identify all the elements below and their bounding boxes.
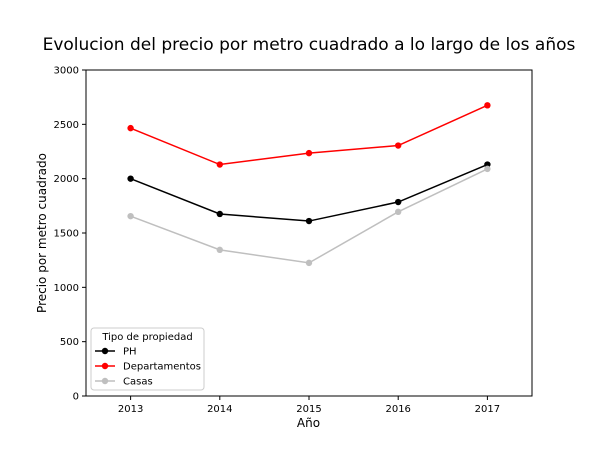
data-point-ph	[127, 175, 134, 182]
x-axis-label: Año	[297, 416, 320, 430]
data-point-ph	[216, 210, 223, 218]
y-tick-label: 0	[73, 392, 79, 403]
data-point-ph	[305, 217, 313, 225]
data-point-departamentos	[216, 161, 223, 168]
data-point-departamentos	[305, 149, 313, 157]
x-tick-label: 2014	[207, 404, 232, 415]
legend: Tipo de propiedad PH Departamentos Casas	[90, 327, 205, 391]
x-tick-label: 2016	[385, 404, 410, 415]
data-point-ph	[395, 198, 402, 206]
legend-marker-casas	[101, 377, 109, 385]
data-point-casas	[127, 212, 134, 220]
data-point-departamentos	[484, 102, 491, 109]
legend-label-departamentos: Departamentos	[123, 362, 201, 373]
y-tick-label: 2000	[54, 174, 79, 185]
y-tick-label: 500	[60, 337, 79, 348]
legend-marker-departamentos	[101, 362, 109, 370]
y-tick-label: 2500	[54, 120, 79, 131]
data-point-casas	[484, 165, 491, 173]
x-tick-label: 2013	[118, 404, 143, 415]
legend-label-ph: PH	[123, 347, 137, 358]
y-tick-label: 1000	[54, 283, 79, 294]
data-point-casas	[305, 259, 313, 267]
y-tick-label: 1500	[54, 229, 79, 240]
data-point-departamentos	[395, 142, 402, 149]
data-point-casas	[395, 208, 402, 216]
legend-marker-ph	[101, 347, 109, 355]
data-point-departamentos	[127, 124, 134, 132]
x-tick-label: 2015	[296, 404, 321, 415]
y-axis-label: Precio por metro cuadrado	[35, 153, 49, 313]
legend-label-casas: Casas	[123, 377, 153, 388]
x-tick-label: 2017	[475, 404, 500, 415]
y-tick-label: 3000	[54, 66, 79, 77]
chart-title: Evolucion del precio por metro cuadrado …	[43, 35, 576, 55]
legend-box	[90, 327, 205, 391]
data-point-casas	[216, 246, 223, 254]
legend-title: Tipo de propiedad	[101, 332, 192, 343]
